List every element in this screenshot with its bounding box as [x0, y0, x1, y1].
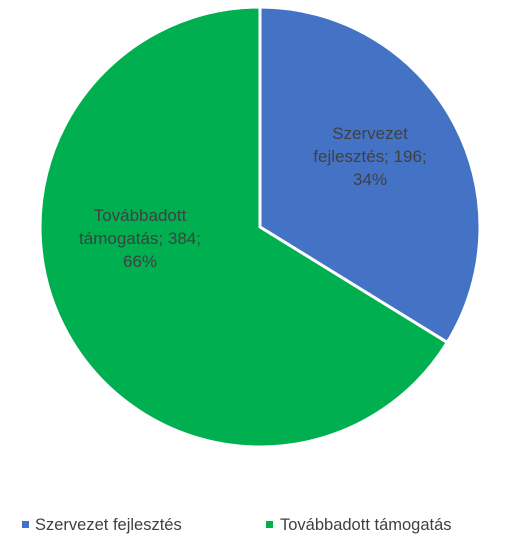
data-label-line: Továbbadott: [94, 206, 187, 225]
chart-legend: Szervezet fejlesztés Továbbadott támogat…: [22, 516, 452, 534]
data-label-line: támogatás; 384;: [79, 229, 201, 248]
data-label-line: Szervezet: [332, 124, 408, 143]
legend-swatch-tovabbadott-tamogatas: [266, 521, 273, 528]
data-label-line: fejlesztés; 196;: [313, 147, 426, 166]
legend-label-tovabbadott-tamogatas: Továbbadott támogatás: [280, 516, 452, 534]
legend-swatch-szervezet-fejlesztes: [22, 521, 29, 528]
legend-item-szervezet-fejlesztes[interactable]: Szervezet fejlesztés: [22, 516, 182, 534]
data-label-line: 34%: [353, 170, 387, 189]
data-label-tovabbadott-tamogatas: Továbbadott támogatás; 384; 66%: [79, 206, 201, 271]
pie-data-labels: Szervezet fejlesztés; 196; 34% Továbbadott t…: [79, 124, 427, 271]
pie-slice-tovabbadott-tamogatas[interactable]: [38, 5, 449, 449]
data-label-line: 66%: [123, 252, 157, 271]
pie-slices: [38, 5, 482, 449]
data-label-szervezet-fejlesztes: Szervezet fejlesztés; 196; 34%: [313, 124, 426, 189]
legend-item-tovabbadott-tamogatas[interactable]: Továbbadott támogatás: [266, 516, 452, 534]
pie-slice-szervezet-fejlesztes[interactable]: [258, 5, 482, 344]
legend-label-szervezet-fejlesztes: Szervezet fejlesztés: [35, 516, 182, 534]
